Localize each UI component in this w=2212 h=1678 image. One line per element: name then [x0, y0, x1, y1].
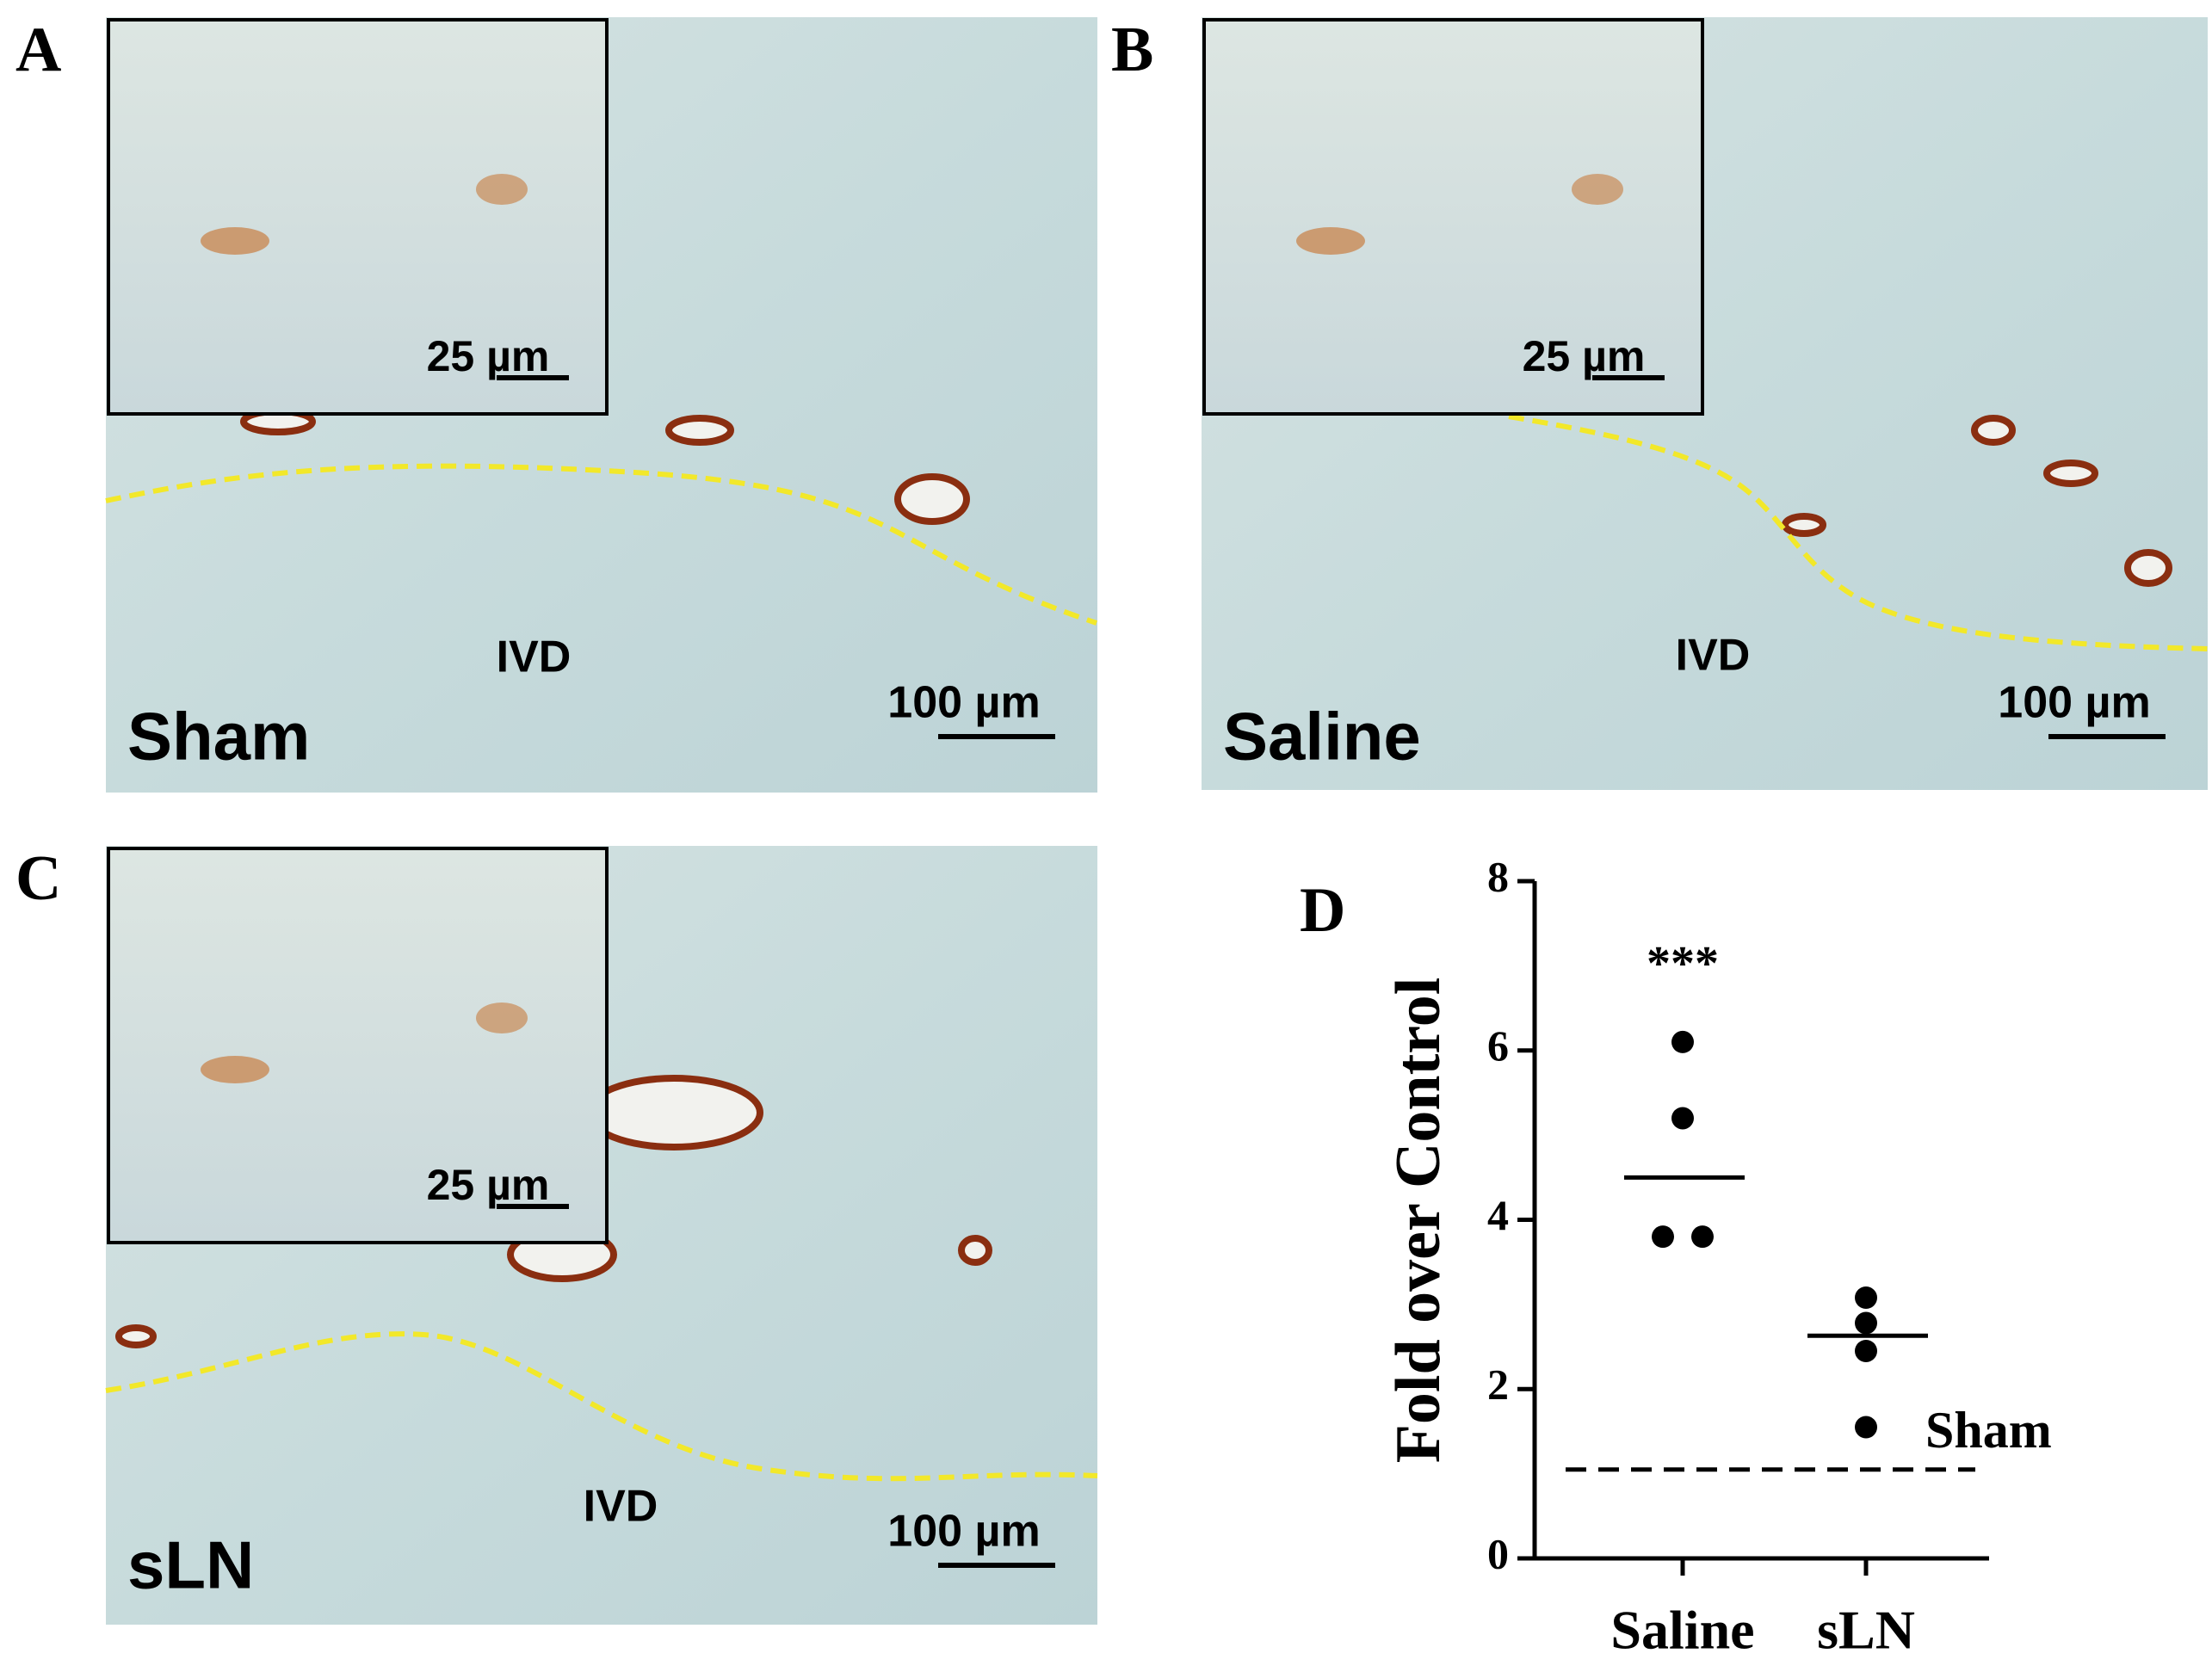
data-point — [1855, 1339, 1877, 1362]
stained-cell — [476, 1002, 528, 1033]
panel: 25 µm IVD 100 µm sLN — [105, 846, 1098, 1625]
y-tick-label: 0 — [1487, 1529, 1509, 1577]
condition-label: Sham — [127, 699, 310, 774]
region-label: IVD — [1676, 631, 1751, 681]
data-point — [1855, 1416, 1877, 1439]
panel-letter: C — [15, 843, 61, 914]
stained-cell — [665, 415, 734, 446]
boundary-line — [105, 1331, 1098, 1482]
stained-cell — [1572, 174, 1623, 205]
inset — [107, 847, 609, 1244]
y-tick-label: 8 — [1487, 852, 1509, 900]
stained-cell — [2043, 460, 2098, 487]
panel-letter: B — [1111, 15, 1153, 85]
data-point — [1855, 1286, 1877, 1310]
stained-cell — [2124, 549, 2172, 587]
stained-cell — [894, 473, 970, 525]
y-axis-label: Fold over Control — [1383, 978, 1454, 1464]
data-point — [1652, 1225, 1674, 1249]
y-tick-label: 4 — [1487, 1191, 1509, 1239]
data-point — [1691, 1225, 1714, 1249]
condition-label: sLN — [127, 1527, 254, 1603]
panel: 25 µm IVD 100 µm Saline — [1202, 17, 2209, 790]
stained-cell — [115, 1324, 157, 1348]
stained-cell — [1971, 415, 2016, 446]
data-point — [1671, 1107, 1694, 1130]
stained-cell — [201, 227, 269, 255]
x-tick-label: sLN — [1817, 1600, 1915, 1661]
stained-cell — [201, 1056, 269, 1083]
inset-scale-label: 25 µm — [427, 1161, 550, 1209]
region-label: IVD — [584, 1482, 658, 1532]
stained-cell — [1782, 513, 1826, 537]
y-tick-label: 2 — [1487, 1360, 1509, 1409]
y-tick-label: 6 — [1487, 1021, 1509, 1070]
boundary-line — [1508, 414, 2209, 651]
region-label: IVD — [497, 632, 572, 682]
inset — [1202, 18, 1704, 416]
stained-cell — [1296, 227, 1365, 255]
condition-label: Saline — [1223, 699, 1421, 774]
stained-cell — [584, 1075, 763, 1151]
inset-scale-label: 25 µm — [1523, 332, 1646, 380]
scale-label: 100 µm — [887, 1507, 1040, 1557]
data-point — [1855, 1311, 1877, 1335]
scale-label: 100 µm — [1998, 678, 2150, 728]
scale-label: 100 µm — [887, 678, 1040, 728]
panel-letter: A — [15, 15, 61, 85]
inset-scale-label: 25 µm — [427, 332, 550, 380]
stained-cell — [476, 174, 528, 205]
x-tick-label: Saline — [1610, 1600, 1754, 1661]
data-point — [1671, 1030, 1694, 1053]
panel-letter: D — [1300, 875, 1345, 946]
inset — [107, 18, 609, 416]
significance: *** — [1647, 937, 1719, 990]
reference-label: Sham — [1925, 1402, 2052, 1459]
panel: 25 µm IVD 100 µm Sham — [105, 17, 1097, 793]
boundary-line — [105, 463, 1097, 626]
stained-cell — [958, 1235, 992, 1266]
